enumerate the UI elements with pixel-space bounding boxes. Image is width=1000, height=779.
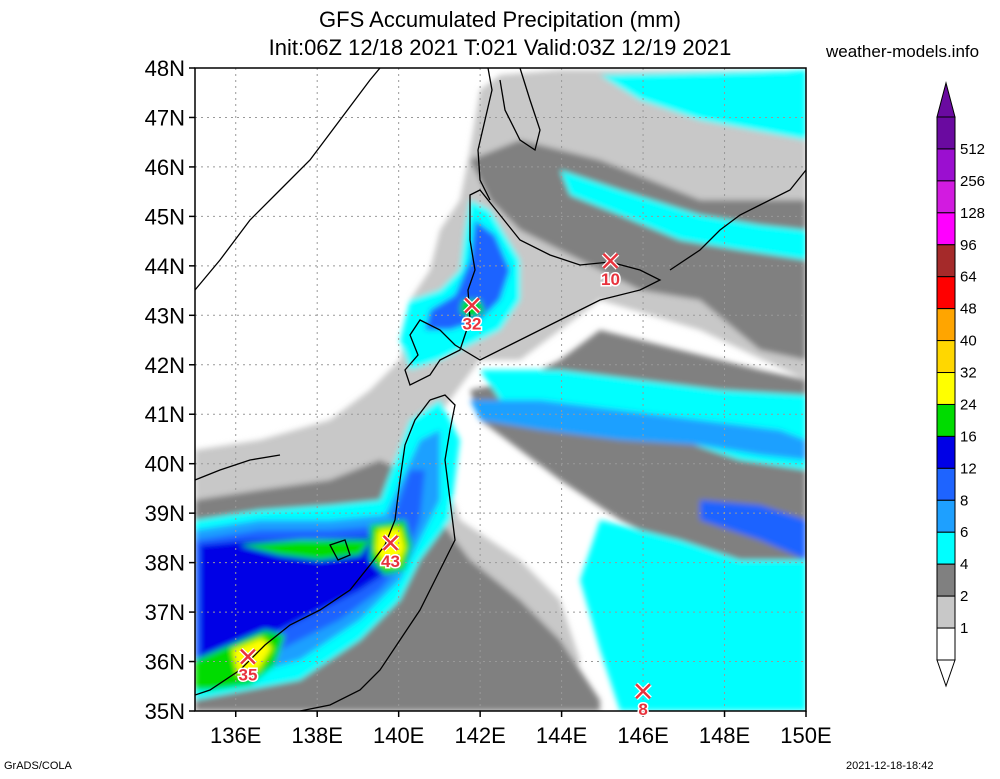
station-marker: 32 <box>461 296 483 335</box>
lat-label: 42N <box>145 353 185 378</box>
station-value: 8 <box>638 700 647 719</box>
lat-label: 43N <box>145 303 185 328</box>
coastlines <box>195 68 806 711</box>
graticule <box>195 68 806 711</box>
precip-area-blue-band <box>470 400 806 460</box>
legend-swatch <box>936 244 956 278</box>
legend-swatch <box>936 403 956 437</box>
legend-swatch <box>936 467 956 501</box>
station-marker: 43 <box>380 534 401 572</box>
lon-label: 146E <box>617 723 668 748</box>
legend-label: 40 <box>960 333 977 350</box>
legend-swatch <box>936 499 956 533</box>
lon-label: 138E <box>292 723 343 748</box>
lon-label: 150E <box>780 723 831 748</box>
legend-label: 6 <box>960 524 968 541</box>
lon-label: 136E <box>210 723 261 748</box>
legend-label: 2 <box>960 588 968 605</box>
coastline-honshu-north <box>195 394 456 711</box>
legend-swatch <box>936 627 956 661</box>
precip-area-blue-band-east <box>700 500 806 560</box>
precip-area-gray-north <box>470 140 806 360</box>
legend-swatch <box>936 531 956 565</box>
lon-label: 148E <box>699 723 750 748</box>
precip-area-cyan-north <box>560 170 806 260</box>
precip-area-navy-sea-of-japan <box>200 535 400 660</box>
lat-label: 47N <box>145 105 185 130</box>
footer-timestamp: 2021-12-18-18:42 <box>846 760 934 772</box>
coastline-kurils <box>669 169 806 271</box>
footer-source: GrADS/COLA <box>4 760 72 772</box>
legend-swatch <box>936 148 956 182</box>
lat-label: 41N <box>145 402 185 427</box>
precip-field <box>195 68 806 711</box>
map-frame <box>194 67 807 712</box>
legend-swatch <box>936 340 956 374</box>
legend-swatch <box>936 563 956 597</box>
station-marker: 35 <box>237 647 259 686</box>
lat-label: 44N <box>145 254 185 279</box>
coastline-sado <box>329 539 351 561</box>
legend-label: 12 <box>960 460 977 477</box>
legend-label: 16 <box>960 428 977 445</box>
legend-label: 1 <box>960 620 968 637</box>
credit-label: weather-models.info <box>826 42 980 61</box>
legend-label: 24 <box>960 396 977 413</box>
coastline-hokkaido <box>404 189 662 386</box>
legend-label: 8 <box>960 492 968 509</box>
coastline-korea-russia <box>195 454 281 481</box>
legend-swatch <box>936 308 956 342</box>
lat-label: 37N <box>145 600 185 625</box>
station-value: 10 <box>601 270 620 289</box>
station-markers: 10 32 43 35 8 <box>237 252 652 721</box>
lat-label: 38N <box>145 551 185 576</box>
legend-swatch <box>936 180 956 214</box>
legend-label: 32 <box>960 365 977 382</box>
legend-label: 48 <box>960 301 977 318</box>
lat-label: 36N <box>145 650 185 675</box>
lat-label: 39N <box>145 501 185 526</box>
legend-swatch <box>936 276 956 310</box>
chart-title: GFS Accumulated Precipitation (mm) <box>319 7 681 32</box>
station-value: 43 <box>381 552 400 571</box>
chart-subtitle: Init:06Z 12/18 2021 T:021 Valid:03Z 12/1… <box>268 35 732 60</box>
legend-label: 64 <box>960 269 977 286</box>
station-value: 32 <box>463 314 482 333</box>
lon-label: 144E <box>536 723 587 748</box>
precip-area-cyan-southeast <box>580 520 806 711</box>
lat-label: 45N <box>145 204 185 229</box>
legend-label: 96 <box>960 237 977 254</box>
precip-area-green-sea-of-japan <box>240 540 370 560</box>
precip-area-blue-hokkaido <box>425 220 510 330</box>
legend-label: 4 <box>960 556 968 573</box>
legend-label: 512 <box>960 141 985 158</box>
map-axes: 48N 47N 46N 45N 44N 43N 42N 41N 40N 39N 38N 37N 36N 3… <box>145 56 832 748</box>
station-value: 35 <box>238 666 257 685</box>
lat-label: 35N <box>145 699 185 724</box>
legend-swatch <box>936 372 956 405</box>
legend-swatch <box>936 116 956 150</box>
legend-swatch <box>936 212 956 246</box>
legend-label: 256 <box>960 173 985 190</box>
legend-swatch <box>936 595 956 629</box>
legend-arrow-bottom <box>936 659 956 688</box>
legend-swatch <box>936 435 956 469</box>
lon-label: 142E <box>454 723 505 748</box>
station-marker: 8 <box>634 682 652 721</box>
precip-area-cyan-nw <box>600 70 806 140</box>
station-marker: 10 <box>600 252 621 290</box>
lat-label: 48N <box>145 56 185 81</box>
lon-label: 140E <box>373 723 424 748</box>
lat-label: 40N <box>145 452 185 477</box>
coastline-sakhalin <box>477 68 541 201</box>
lat-label: 46N <box>145 155 185 180</box>
legend-arrow-top <box>936 81 956 118</box>
legend-label: 128 <box>960 205 985 222</box>
coastline-asia <box>195 68 381 291</box>
